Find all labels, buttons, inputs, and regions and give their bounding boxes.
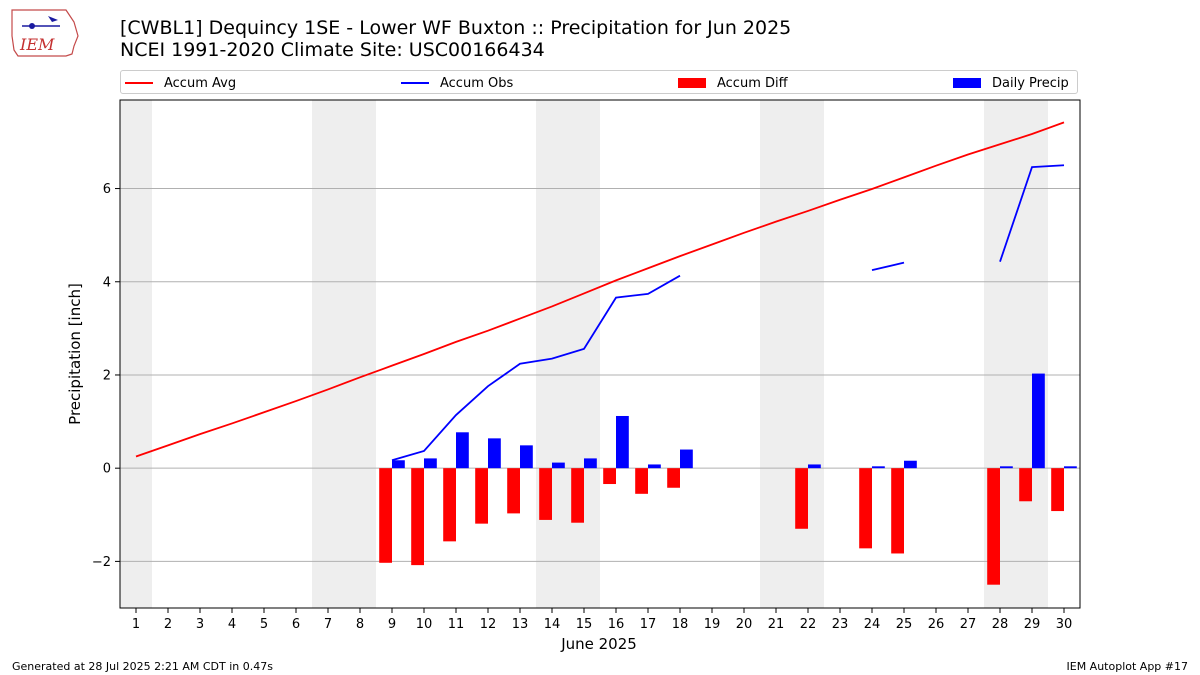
legend-item-accum-avg: Accum Avg <box>125 74 236 92</box>
x-tick-label: 18 <box>672 617 689 632</box>
accum-diff-bar <box>891 468 904 554</box>
y-tick-label: −2 <box>92 555 111 570</box>
accum-diff-bar <box>603 468 616 485</box>
daily-precip-bar <box>680 449 693 469</box>
legend-swatch-daily-precip <box>953 78 981 88</box>
x-tick-label: 25 <box>896 617 913 632</box>
accum-diff-bar <box>571 468 584 523</box>
x-axis-label: June 2025 <box>560 635 637 653</box>
x-tick-label: 1 <box>132 617 140 632</box>
x-tick-label: 9 <box>388 617 396 632</box>
daily-precip-bar <box>616 415 629 469</box>
accum-obs-line <box>391 274 681 462</box>
accum-diff-bar <box>635 468 648 494</box>
x-tick-label: 29 <box>1024 617 1041 632</box>
daily-precip-bar <box>424 458 437 469</box>
chart-title: [CWBL1] Dequincy 1SE - Lower WF Buxton :… <box>120 17 792 39</box>
x-tick-label: 8 <box>356 617 364 632</box>
x-tick-label: 23 <box>832 617 849 632</box>
x-tick-label: 27 <box>960 617 977 632</box>
daily-precip-bar <box>1064 466 1077 469</box>
x-tick-label: 20 <box>736 617 753 632</box>
legend-label-accum-diff: Accum Diff <box>717 75 788 91</box>
legend-item-accum-obs: Accum Obs <box>401 74 513 92</box>
y-tick-label: 0 <box>103 462 111 477</box>
accum-diff-bar <box>1051 468 1064 512</box>
x-tick-label: 16 <box>608 617 625 632</box>
x-tick-label: 11 <box>448 617 465 632</box>
daily-precip-bar <box>1032 373 1045 469</box>
accum-obs-line <box>871 261 905 271</box>
y-tick-label: 2 <box>103 368 111 383</box>
legend-item-accum-diff: Accum Diff <box>678 74 788 92</box>
legend: Accum Avg Accum Obs Accum Diff Daily Pre… <box>120 70 1078 94</box>
legend-swatch-accum-diff <box>678 78 706 88</box>
daily-precip-bar <box>552 462 565 469</box>
x-tick-label: 30 <box>1056 617 1073 632</box>
daily-precip-bar <box>872 466 885 469</box>
legend-swatch-accum-avg <box>125 82 153 84</box>
x-tick-label: 12 <box>480 617 497 632</box>
accum-obs-line <box>999 164 1065 263</box>
daily-precip-bar <box>392 460 405 469</box>
footer-app: IEM Autoplot App #17 <box>1066 660 1189 673</box>
weekend-shade <box>760 100 824 608</box>
iem-logo: IEM <box>8 6 80 60</box>
x-tick-label: 21 <box>768 617 785 632</box>
accum-diff-bar <box>475 468 488 524</box>
y-axis-label: Precipitation [inch] <box>66 283 84 425</box>
x-tick-label: 13 <box>512 617 529 632</box>
accum-diff-bar <box>411 468 424 566</box>
daily-precip-bar <box>808 464 821 469</box>
footer-generated: Generated at 28 Jul 2025 2:21 AM CDT in … <box>12 660 273 673</box>
plot-frame <box>119 99 1081 609</box>
accum-diff-bar <box>507 468 520 514</box>
daily-precip-bar <box>584 458 597 469</box>
accum-diff-bar <box>859 468 872 549</box>
x-tick-label: 2 <box>164 617 172 632</box>
x-tick-label: 26 <box>928 617 945 632</box>
daily-precip-bar <box>488 438 501 469</box>
x-tick-label: 17 <box>640 617 657 632</box>
x-tick-label: 15 <box>576 617 593 632</box>
x-tick-label: 22 <box>800 617 817 632</box>
x-tick-label: 5 <box>260 617 268 632</box>
weekend-shade <box>312 100 376 608</box>
logo-text: IEM <box>19 35 55 54</box>
accum-diff-bar <box>1019 468 1032 502</box>
legend-label-daily-precip: Daily Precip <box>992 75 1069 91</box>
accum-diff-bar <box>443 468 456 542</box>
legend-swatch-accum-obs <box>401 82 429 84</box>
x-tick-label: 3 <box>196 617 204 632</box>
y-tick-label: 4 <box>103 275 111 290</box>
x-tick-label: 6 <box>292 617 300 632</box>
x-tick-label: 28 <box>992 617 1009 632</box>
daily-precip-bar <box>904 460 917 469</box>
x-tick-label: 10 <box>416 617 433 632</box>
daily-precip-bar <box>1000 466 1013 469</box>
x-tick-label: 4 <box>228 617 236 632</box>
accum-diff-bar <box>987 468 1000 585</box>
legend-label-accum-obs: Accum Obs <box>440 75 514 91</box>
accum-avg-line <box>135 121 1065 458</box>
accum-diff-bar <box>539 468 552 520</box>
x-tick-label: 19 <box>704 617 721 632</box>
chart-subtitle: NCEI 1991-2020 Climate Site: USC00166434 <box>120 39 545 61</box>
x-tick-label: 7 <box>324 617 332 632</box>
accum-diff-bar <box>667 468 680 488</box>
accum-diff-bar <box>379 468 392 563</box>
y-tick-label: 6 <box>103 182 111 197</box>
legend-label-accum-avg: Accum Avg <box>164 75 237 91</box>
x-tick-label: 14 <box>544 617 561 632</box>
legend-item-daily-precip: Daily Precip <box>953 74 1069 92</box>
weekend-shade <box>120 100 152 608</box>
daily-precip-bar <box>520 445 533 469</box>
accum-diff-bar <box>795 468 808 529</box>
daily-precip-bar <box>648 464 661 469</box>
x-tick-label: 24 <box>864 617 881 632</box>
daily-precip-bar <box>456 432 469 469</box>
